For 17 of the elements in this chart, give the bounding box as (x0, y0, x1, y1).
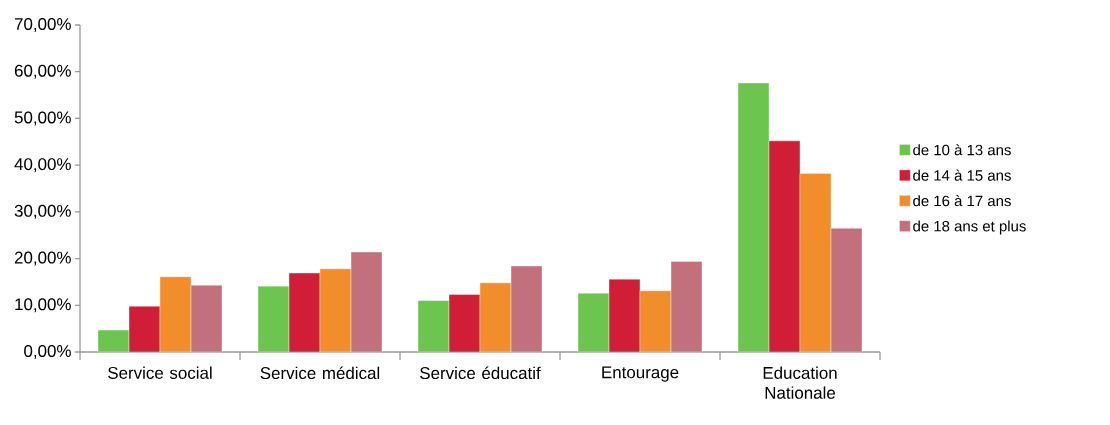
y-tick-label: 70,00% (14, 18, 71, 32)
x-tick-label: Entourage (602, 366, 679, 382)
x-tick-label: Service médical (260, 366, 380, 380)
y-tick-label: 10,00% (15, 298, 71, 313)
legend-label: de 16 à 17 ans (913, 195, 1011, 207)
legend-label: de 18 ans et plus (913, 220, 1026, 235)
y-tick-label: 20,00% (14, 251, 71, 266)
legend-label: de 10 à 13 ans (913, 144, 1011, 156)
x-tick-label: Service éducatif (420, 366, 541, 380)
y-tick-label: 40,00% (14, 158, 71, 173)
legend-label: de 14 à 15 ans (913, 169, 1011, 181)
y-tick-label: 60,00% (14, 64, 71, 79)
x-tick-label: Service social (108, 366, 212, 379)
y-tick-label: 50,00% (14, 111, 71, 126)
y-tick-label: 30,00% (14, 204, 71, 219)
y-tick-label: 0,00% (24, 345, 71, 359)
x-tick-label: Education Nationale (763, 366, 837, 399)
